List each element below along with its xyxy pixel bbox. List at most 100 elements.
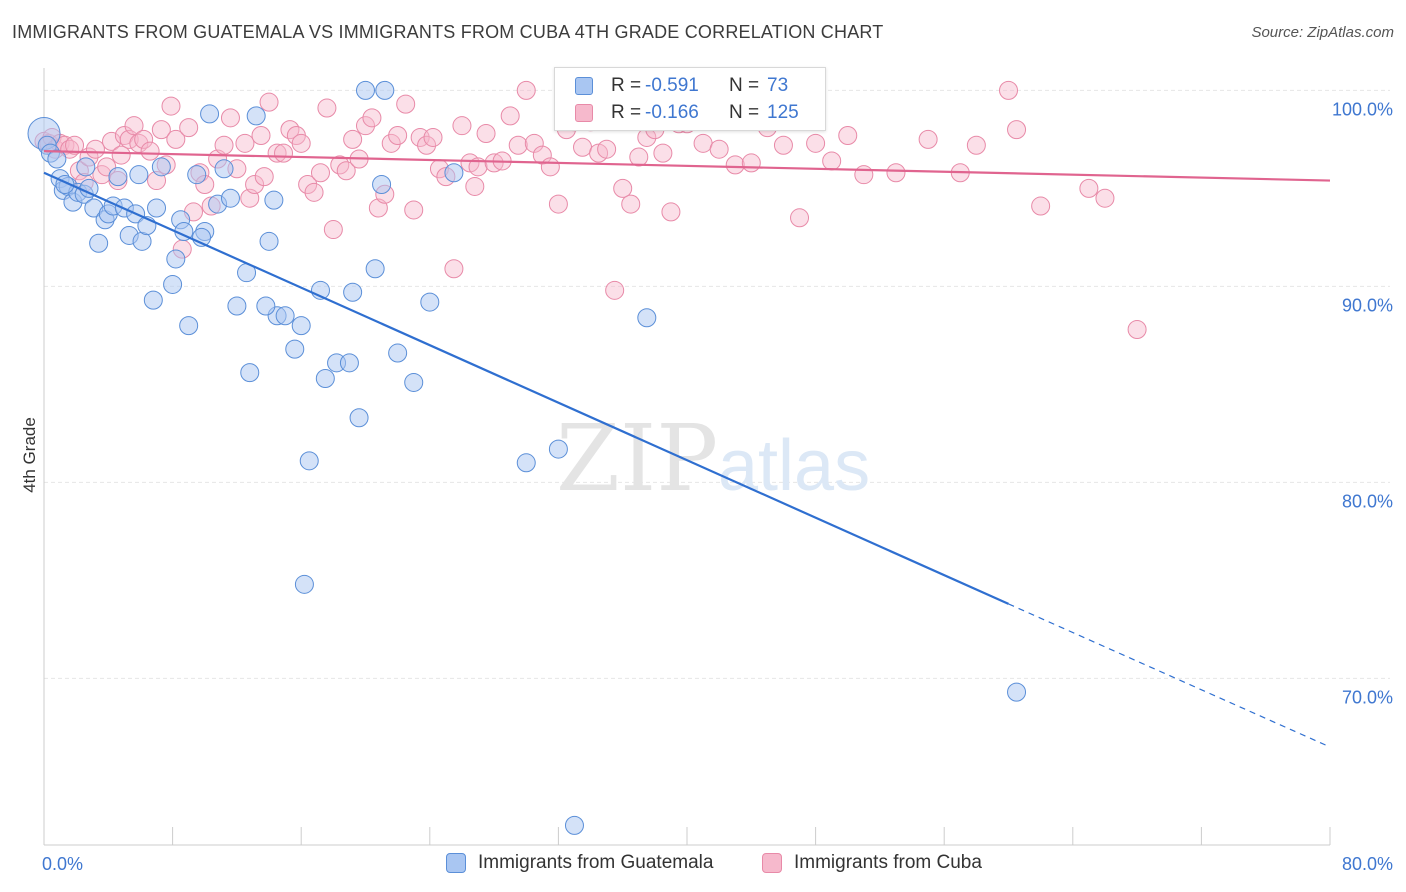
legend-label-guatemala: Immigrants from Guatemala bbox=[478, 852, 714, 873]
cuba-point bbox=[336, 161, 356, 181]
legend-label-cuba: Immigrants from Cuba bbox=[794, 852, 982, 873]
trend-lines bbox=[43, 150, 1331, 748]
guatemala-trend-line bbox=[43, 171, 1009, 605]
stats-n-label: N = bbox=[729, 102, 760, 123]
y-tick-label: 80.0% bbox=[1342, 491, 1393, 511]
guatemala-point bbox=[1007, 682, 1027, 702]
cuba-point bbox=[838, 125, 858, 145]
legend-swatch-cuba bbox=[762, 853, 782, 873]
cuba-point bbox=[259, 92, 279, 112]
guatemala-point bbox=[76, 157, 96, 177]
y-tick-label: 100.0% bbox=[1332, 99, 1393, 119]
stats-r-label: R = bbox=[611, 102, 642, 123]
guatemala-point bbox=[294, 574, 314, 594]
cuba-point bbox=[343, 129, 363, 149]
cuba-point bbox=[134, 129, 154, 149]
cuba-point bbox=[548, 194, 568, 214]
guatemala-point bbox=[220, 188, 240, 208]
guatemala-point bbox=[388, 343, 408, 363]
guatemala-point bbox=[372, 174, 392, 194]
guatemala-point bbox=[200, 104, 220, 124]
guatemala-point bbox=[256, 296, 276, 316]
guatemala-point bbox=[166, 249, 186, 269]
guatemala-point bbox=[637, 308, 657, 328]
guatemala-point bbox=[339, 353, 359, 373]
cuba-point bbox=[151, 120, 171, 140]
watermark: ZIP atlas bbox=[556, 405, 870, 512]
cuba-point bbox=[966, 135, 986, 155]
guatemala-point bbox=[143, 290, 163, 310]
cuba-point bbox=[124, 116, 144, 136]
cuba-point bbox=[653, 143, 673, 163]
cuba-point bbox=[709, 139, 729, 159]
guatemala-point bbox=[365, 259, 385, 279]
x-tick-label: 0.0% bbox=[42, 854, 83, 874]
guatemala-point bbox=[264, 190, 284, 210]
y-tick-label: 90.0% bbox=[1342, 295, 1393, 315]
guatemala-point bbox=[163, 274, 183, 294]
legend-item-guatemala[interactable]: Immigrants from Guatemala bbox=[446, 852, 713, 874]
guatemala-point bbox=[227, 296, 247, 316]
cuba-point bbox=[214, 135, 234, 155]
cuba-point bbox=[532, 145, 552, 165]
tick-labels: 100.0% 90.0% 80.0% 70.0% 0.0% 80.0% bbox=[42, 99, 1393, 874]
cuba-point bbox=[388, 125, 408, 145]
guatemala-point bbox=[343, 282, 363, 302]
cuba-point bbox=[573, 137, 593, 157]
cuba-point bbox=[822, 151, 842, 171]
grid-lines bbox=[44, 89, 1390, 679]
cuba-point bbox=[484, 153, 504, 173]
cuba-point bbox=[465, 176, 485, 196]
guatemala-point bbox=[285, 339, 305, 359]
cuba-point bbox=[1007, 120, 1027, 140]
cuba-point bbox=[854, 165, 874, 185]
stats-r-label: R = bbox=[611, 75, 642, 96]
chart-title: IMMIGRANTS FROM GUATEMALA VS IMMIGRANTS … bbox=[12, 22, 884, 42]
stats-box: R = -0.591 N = 73 R = -0.166 N = 125 bbox=[554, 67, 826, 131]
cuba-point bbox=[310, 163, 330, 183]
cuba-point bbox=[179, 118, 199, 138]
legend-swatch-guatemala bbox=[446, 853, 466, 873]
stats-r-value: -0.591 bbox=[645, 75, 699, 96]
cuba-point bbox=[317, 98, 337, 118]
stats-n-label: N = bbox=[729, 75, 760, 96]
source-label: Source: ZipAtlas.com bbox=[1251, 24, 1394, 41]
cuba-point bbox=[356, 116, 375, 136]
cuba-point bbox=[166, 129, 186, 149]
guatemala-point bbox=[315, 369, 335, 389]
cuba-point bbox=[111, 145, 131, 165]
cuba-point bbox=[85, 139, 105, 159]
cuba-point bbox=[251, 125, 271, 145]
cuba-point bbox=[323, 220, 343, 240]
guatemala-point bbox=[259, 231, 279, 251]
x-tick-label: 80.0% bbox=[1342, 854, 1393, 874]
legend-item-cuba[interactable]: Immigrants from Cuba bbox=[762, 852, 982, 874]
cuba-point bbox=[298, 174, 318, 194]
cuba-point bbox=[918, 129, 938, 149]
watermark-zip: ZIP bbox=[556, 405, 718, 512]
cuba-point bbox=[452, 116, 472, 136]
guatemala-point bbox=[240, 363, 260, 383]
cuba-point bbox=[605, 280, 625, 300]
cuba-point bbox=[476, 124, 496, 144]
guatemala-trend-extension bbox=[1008, 603, 1331, 748]
guatemala-point bbox=[349, 408, 369, 428]
guatemala-point bbox=[246, 106, 266, 126]
guatemala-point bbox=[179, 316, 199, 336]
guatemala-point bbox=[129, 165, 149, 185]
y-tick-label: 70.0% bbox=[1342, 687, 1393, 707]
cuba-point bbox=[245, 174, 265, 194]
cuba-point bbox=[1031, 196, 1051, 216]
cuba-point bbox=[773, 135, 793, 155]
cuba-point bbox=[741, 153, 761, 173]
cuba-point bbox=[886, 163, 906, 183]
guatemala-point bbox=[564, 815, 584, 835]
cuba-point bbox=[423, 127, 443, 147]
cuba-point bbox=[621, 194, 641, 214]
guatemala-point bbox=[299, 451, 319, 471]
cuba-point bbox=[500, 106, 520, 126]
cuba-point bbox=[254, 167, 274, 187]
guatemala-point bbox=[108, 167, 128, 187]
cuba-point bbox=[304, 182, 324, 202]
